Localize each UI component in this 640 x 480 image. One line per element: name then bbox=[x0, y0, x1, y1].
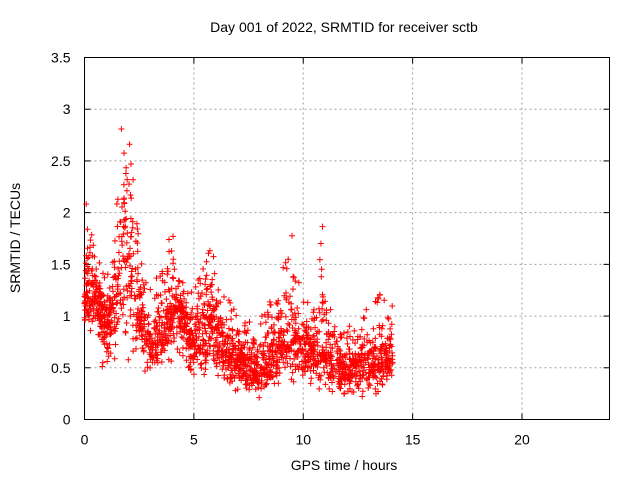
y-tick-label: 0.5 bbox=[51, 360, 71, 376]
data-point-markers bbox=[81, 141, 396, 400]
x-tick-label: 0 bbox=[81, 432, 89, 448]
y-tick-label: 2.5 bbox=[51, 153, 71, 169]
x-tick-label: 15 bbox=[405, 432, 421, 448]
chart-title: Day 001 of 2022, SRMTID for receiver sct… bbox=[210, 19, 478, 35]
x-tick-label: 5 bbox=[190, 432, 198, 448]
y-tick-label: 2 bbox=[63, 205, 71, 221]
x-tick-labels: 0 5 10 15 20 bbox=[81, 432, 530, 448]
x-tick-label: 10 bbox=[295, 432, 311, 448]
y-tick-label: 0 bbox=[63, 412, 71, 428]
y-tick-label: 3.5 bbox=[51, 50, 71, 66]
x-axis-label: GPS time / hours bbox=[291, 457, 398, 473]
x-tick-label: 20 bbox=[514, 432, 530, 448]
y-tick-label: 3 bbox=[63, 101, 71, 117]
data-points bbox=[81, 126, 396, 401]
data-point-markers bbox=[82, 126, 395, 397]
y-tick-label: 1.5 bbox=[51, 256, 71, 272]
y-axis-label: SRMTID / TECUs bbox=[7, 183, 23, 293]
tick-marks bbox=[84, 57, 610, 420]
y-tick-label: 1 bbox=[63, 308, 71, 324]
y-tick-labels: 0 0.5 1 1.5 2 2.5 3 3.5 bbox=[51, 50, 71, 428]
plot-frame bbox=[84, 57, 610, 420]
grid-layer bbox=[84, 57, 610, 420]
